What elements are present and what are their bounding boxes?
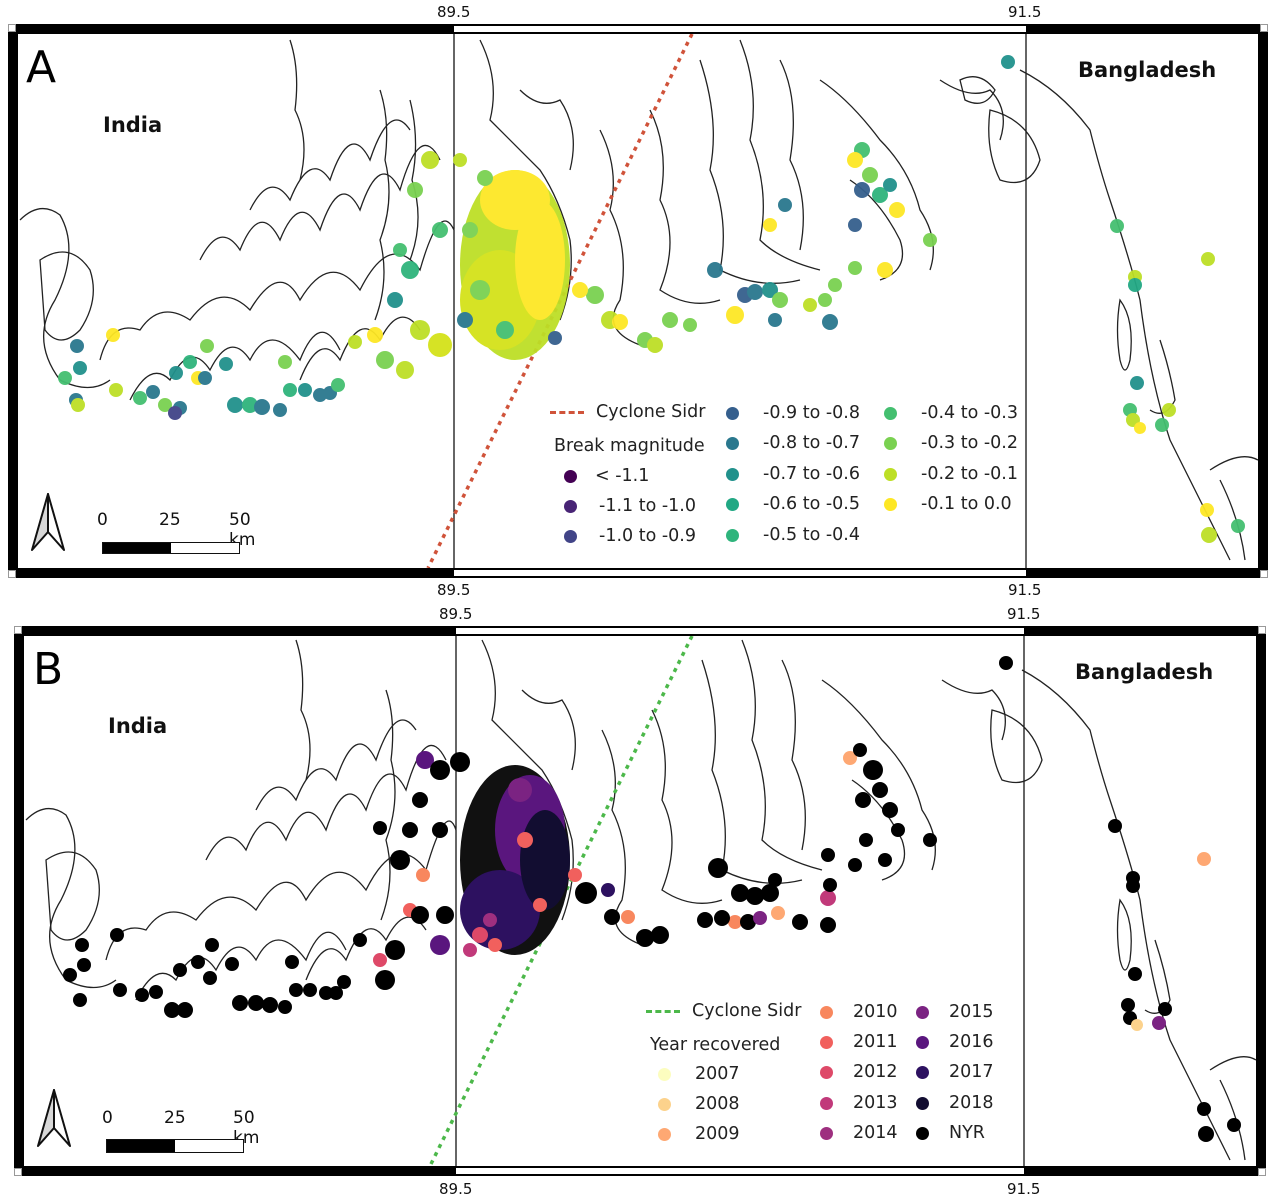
legend-item: 2016	[916, 1032, 994, 1052]
frame-corner	[1258, 626, 1266, 634]
legend-item: 2017	[916, 1062, 994, 1082]
legend-item-cyclone: Cyclone Sidr	[646, 1001, 801, 1021]
legend-item: -0.2 to -0.1	[884, 464, 1018, 484]
marker-dot-icon	[916, 1126, 929, 1140]
marker-dot-icon	[916, 1065, 929, 1079]
legend-item: 2008	[658, 1094, 740, 1114]
marker-dot-icon	[884, 436, 897, 450]
map-area	[18, 34, 1258, 568]
frame-corner	[14, 1168, 22, 1176]
marker-dot-icon	[726, 467, 739, 481]
lon-label-bottom-left: 89.5	[437, 581, 471, 599]
marker-dot-icon	[564, 529, 577, 543]
legend-item: < -1.1	[564, 466, 649, 486]
label-india: India	[103, 113, 163, 137]
legend-item: 2010	[820, 1002, 898, 1022]
lon-label-top-right: 91.5	[1008, 3, 1042, 21]
legend-item: 2014	[820, 1123, 898, 1143]
legend-item: -0.1 to 0.0	[884, 494, 1012, 514]
panel-letter: A	[26, 42, 57, 93]
map-canvas	[19, 34, 1258, 568]
marker-dot-icon	[564, 499, 577, 513]
frame-corner	[1260, 570, 1268, 578]
lon-label-top-left: 89.5	[437, 3, 471, 21]
legend-item: 2013	[820, 1093, 898, 1113]
legend-item: -0.5 to -0.4	[726, 525, 860, 545]
legend: Cyclone Sidr Year recovered 2007 2008 20…	[640, 998, 1020, 1158]
legend-item: 2018	[916, 1093, 994, 1113]
map-area	[24, 636, 1256, 1166]
label-bangladesh: Bangladesh	[1078, 58, 1217, 82]
legend-item: 2015	[916, 1002, 994, 1022]
frame-band-bottom	[454, 569, 1026, 577]
label-bangladesh: Bangladesh	[1075, 660, 1214, 684]
legend-item: -0.4 to -0.3	[884, 403, 1018, 423]
legend-item: -1.1 to -1.0	[564, 496, 696, 516]
marker-dot-icon	[916, 1035, 929, 1049]
legend-item: NYR	[916, 1123, 985, 1143]
legend-item: -0.6 to -0.5	[726, 494, 860, 514]
legend-item: -0.3 to -0.2	[884, 433, 1018, 453]
frame-band-top	[456, 627, 1024, 635]
legend-title: Break magnitude	[554, 436, 705, 456]
marker-dot-icon	[658, 1097, 671, 1111]
lon-label-bottom-left: 89.5	[439, 1180, 473, 1198]
marker-dot-icon	[726, 528, 739, 542]
panel-b: 89.5 91.5 89.5 91.5	[0, 600, 1280, 1202]
marker-dot-icon	[726, 497, 739, 511]
marker-dot-icon	[884, 467, 897, 481]
legend-item: -0.9 to -0.8	[726, 403, 860, 423]
map-canvas	[25, 636, 1256, 1166]
frame-band-bottom	[456, 1167, 1024, 1175]
legend-item: -0.8 to -0.7	[726, 433, 860, 453]
dashed-line-icon	[646, 1009, 680, 1013]
frame-corner	[1258, 1168, 1266, 1176]
frame-corner	[14, 626, 22, 634]
frame-corner	[8, 24, 16, 32]
marker-dot-icon	[820, 1005, 833, 1019]
marker-dot-icon	[820, 1035, 833, 1049]
dashed-line-icon	[550, 410, 584, 414]
marker-dot-icon	[726, 436, 739, 450]
legend-item: 2007	[658, 1064, 740, 1084]
legend-item: 2009	[658, 1124, 740, 1144]
lon-label-bottom-right: 91.5	[1007, 1180, 1041, 1198]
lon-label-top-left: 89.5	[439, 605, 473, 623]
frame-corner	[8, 570, 16, 578]
marker-dot-icon	[916, 1005, 929, 1019]
marker-dot-icon	[658, 1067, 671, 1081]
marker-dot-icon	[820, 1065, 833, 1079]
panel-letter: B	[33, 644, 64, 695]
frame-band-top	[454, 25, 1026, 33]
marker-dot-icon	[820, 1126, 833, 1140]
marker-dot-icon	[726, 406, 739, 420]
legend-item: -1.0 to -0.9	[564, 526, 696, 546]
north-arrow-icon	[31, 493, 65, 551]
marker-dot-icon	[884, 497, 897, 511]
legend: Cyclone Sidr Break magnitude < -1.1 -1.1…	[540, 398, 1030, 558]
marker-dot-icon	[884, 406, 897, 420]
north-arrow-icon	[37, 1089, 71, 1147]
legend-title: Year recovered	[650, 1035, 781, 1055]
label-india: India	[108, 714, 168, 738]
marker-dot-icon	[916, 1096, 929, 1110]
legend-item: 2012	[820, 1062, 898, 1082]
lon-label-top-right: 91.5	[1007, 605, 1041, 623]
marker-dot-icon	[658, 1127, 671, 1141]
legend-item: 2011	[820, 1032, 898, 1052]
legend-item-cyclone: Cyclone Sidr	[550, 402, 705, 422]
legend-item: -0.7 to -0.6	[726, 464, 860, 484]
lon-label-bottom-right: 91.5	[1008, 581, 1042, 599]
frame-corner	[1260, 24, 1268, 32]
marker-dot-icon	[820, 1096, 833, 1110]
marker-dot-icon	[564, 469, 577, 483]
panel-a: 89.5 91.5 89.5 91.5	[0, 0, 1280, 600]
